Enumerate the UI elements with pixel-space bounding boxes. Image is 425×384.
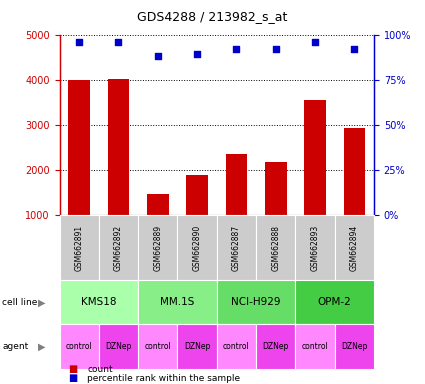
Text: cell line: cell line (2, 298, 37, 307)
Bar (60, 324, 99, 369)
Bar (60, 280, 138, 324)
Bar (256, 215, 295, 280)
Text: GSM662889: GSM662889 (153, 225, 162, 271)
Text: control: control (302, 342, 329, 351)
Point (194, 51, 201, 58)
Text: DZNep: DZNep (184, 342, 210, 351)
Point (154, 53, 161, 59)
Text: ■: ■ (68, 373, 77, 383)
Text: ■: ■ (68, 364, 77, 374)
Bar (60, 215, 99, 280)
Text: percentile rank within the sample: percentile rank within the sample (87, 374, 240, 383)
Text: DZNep: DZNep (263, 342, 289, 351)
Bar (256, 324, 295, 369)
Bar (99, 215, 138, 280)
Point (233, 46, 240, 52)
Text: agent: agent (2, 342, 28, 351)
Bar (335, 215, 374, 280)
Bar (99, 324, 138, 369)
Bar (304, 99, 326, 260)
Text: GSM662888: GSM662888 (271, 225, 280, 271)
Text: GSM662892: GSM662892 (114, 225, 123, 271)
Point (76, 39, 82, 45)
Point (312, 39, 318, 45)
Bar (217, 215, 256, 280)
Text: GSM662890: GSM662890 (193, 225, 201, 271)
Text: control: control (66, 342, 93, 351)
Bar (226, 154, 247, 260)
Text: GSM662891: GSM662891 (75, 225, 84, 271)
Bar (138, 324, 178, 369)
Text: MM.1S: MM.1S (160, 297, 195, 308)
Text: KMS18: KMS18 (81, 297, 116, 308)
Bar (217, 280, 295, 324)
Bar (178, 324, 217, 369)
Point (115, 39, 122, 45)
Bar (343, 128, 365, 260)
Text: ▶: ▶ (38, 341, 46, 352)
Bar (295, 324, 335, 369)
Text: GSM662893: GSM662893 (311, 225, 320, 271)
Bar (108, 79, 129, 260)
Text: GDS4288 / 213982_s_at: GDS4288 / 213982_s_at (137, 10, 288, 23)
Text: GSM662894: GSM662894 (350, 225, 359, 271)
Text: GSM662887: GSM662887 (232, 225, 241, 271)
Bar (265, 162, 286, 260)
Bar (68, 80, 90, 260)
Bar (335, 324, 374, 369)
Text: control: control (144, 342, 171, 351)
Bar (295, 280, 374, 324)
Text: control: control (223, 342, 250, 351)
Text: DZNep: DZNep (105, 342, 132, 351)
Bar (138, 215, 178, 280)
Text: ▶: ▶ (38, 297, 46, 308)
Text: NCI-H929: NCI-H929 (231, 297, 281, 308)
Bar (138, 280, 217, 324)
Bar (295, 215, 335, 280)
Bar (186, 175, 208, 260)
Point (351, 46, 358, 52)
Bar (178, 215, 217, 280)
Bar (217, 324, 256, 369)
Bar (147, 194, 169, 260)
Point (272, 46, 279, 52)
Text: OPM-2: OPM-2 (318, 297, 351, 308)
Text: count: count (87, 366, 113, 374)
Text: DZNep: DZNep (341, 342, 368, 351)
